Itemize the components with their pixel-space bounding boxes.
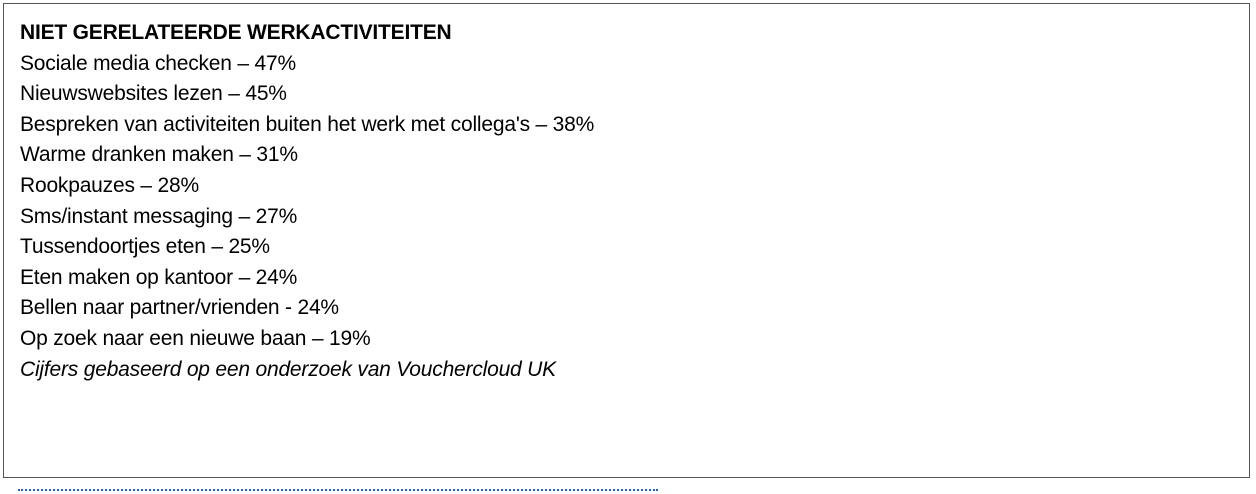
list-item: Nieuwswebsites lezen – 45% xyxy=(20,82,287,106)
list-item: Bellen naar partner/vrienden - 24% xyxy=(20,296,339,320)
list-item: Op zoek naar een nieuwe baan – 19% xyxy=(20,326,371,350)
table-title: NIET GERELATEERDE WERKACTIVITEITEN xyxy=(20,21,452,44)
list-item: Rookpauzes – 28% xyxy=(20,173,199,197)
list-item: Sms/instant messaging – 27% xyxy=(20,204,298,228)
activities-table: NIET GERELATEERDE WERKACTIVITEITEN Socia… xyxy=(3,3,1250,478)
source-link-clipped[interactable] xyxy=(18,484,658,494)
source-note: Cijfers gebaseerd op een onderzoek van V… xyxy=(20,357,556,381)
list-item: Tussendoortjes eten – 25% xyxy=(20,235,270,259)
list-item: Sociale media checken – 47% xyxy=(20,51,296,75)
list-item: Warme dranken maken – 31% xyxy=(20,143,298,167)
list-item: Bespreken van activiteiten buiten het we… xyxy=(20,112,595,136)
list-item: Eten maken op kantoor – 24% xyxy=(20,265,298,289)
link-underline xyxy=(18,489,658,494)
